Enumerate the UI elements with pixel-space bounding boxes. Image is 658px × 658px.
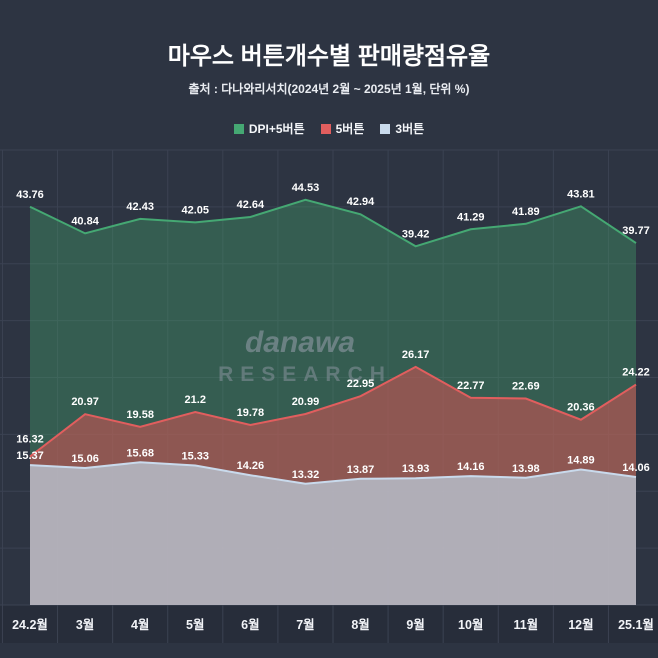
value-label: 42.05 [182, 204, 210, 216]
value-label: 39.42 [402, 228, 430, 240]
value-label: 43.81 [567, 188, 595, 200]
value-label: 14.16 [457, 461, 485, 473]
x-axis-label: 5월 [186, 617, 204, 632]
x-axis-strip [0, 605, 658, 643]
value-label: 16.32 [16, 433, 44, 445]
value-label: 39.77 [622, 225, 650, 237]
legend-label: DPI+5버튼 [248, 122, 305, 136]
x-axis-label: 12월 [568, 617, 593, 632]
x-axis-label: 6월 [241, 617, 259, 632]
x-axis-label: 8월 [351, 617, 369, 632]
value-label: 15.33 [182, 450, 210, 462]
chart-source: 출처 : 다나와리서치(2024년 2월 ~ 2025년 1월, 단위 %) [188, 82, 470, 96]
x-axis-label: 10월 [458, 617, 483, 632]
value-label: 24.22 [622, 367, 650, 379]
legend-item-1: DPI+5버튼 [233, 120, 305, 137]
value-label: 20.36 [567, 402, 595, 414]
value-label: 15.37 [16, 450, 44, 462]
value-label: 15.68 [126, 447, 154, 459]
value-label: 13.87 [347, 464, 375, 476]
legend-label: 3버튼 [395, 122, 425, 136]
legend-item-3: 3버튼 [380, 120, 424, 137]
page-title: 마우스 버튼개수별 판매량점유율 [167, 43, 491, 70]
value-label: 42.43 [126, 201, 154, 213]
x-axis-label: 24.2월 [12, 617, 48, 632]
x-axis-label: 4월 [131, 617, 149, 632]
chart-header: 마우스 버튼개수별 판매량점유율 출처 : 다나와리서치(2024년 2월 ~ … [0, 0, 658, 97]
value-label: 14.26 [237, 460, 265, 472]
value-label: 19.78 [237, 407, 265, 419]
legend-label: 5버튼 [335, 122, 365, 136]
series-line-3 [29, 461, 637, 485]
value-label: 42.94 [347, 196, 375, 208]
value-label: 20.97 [71, 396, 99, 408]
value-label: 26.17 [402, 349, 430, 361]
legend-swatch-icon [380, 123, 391, 134]
value-label: 41.89 [512, 206, 540, 218]
legend-swatch-icon [320, 123, 331, 134]
watermark-text: RESEARCH [218, 363, 392, 386]
watermark-text: danawa [245, 326, 355, 359]
chart-legend: DPI+5버튼 5버튼 3버튼 [0, 120, 658, 137]
x-axis-label: 7월 [296, 617, 314, 632]
series-line-1 [29, 198, 637, 248]
value-label: 13.93 [402, 463, 430, 475]
x-axis-label: 11월 [513, 617, 538, 632]
value-label: 22.69 [512, 381, 540, 393]
x-axis-label: 25.1월 [618, 617, 654, 632]
value-label: 13.98 [512, 463, 540, 475]
legend-item-2: 5버튼 [320, 120, 365, 137]
value-label: 40.84 [71, 215, 99, 227]
x-axis-label: 9월 [406, 617, 424, 632]
value-label: 41.29 [457, 211, 485, 223]
value-label: 42.64 [237, 199, 265, 211]
x-axis-label: 3월 [76, 617, 94, 632]
value-label: 15.06 [71, 453, 99, 465]
value-label: 43.76 [16, 189, 44, 201]
value-label: 14.06 [622, 462, 650, 474]
value-label: 13.32 [292, 469, 320, 481]
series-line-2 [29, 365, 637, 458]
value-label: 22.77 [457, 380, 485, 392]
value-label: 14.89 [567, 455, 595, 467]
series-area-3 [30, 462, 636, 605]
value-label: 19.58 [126, 409, 154, 421]
value-label: 20.99 [292, 396, 320, 408]
legend-swatch-icon [233, 123, 244, 134]
value-label: 22.95 [347, 378, 375, 390]
value-label: 21.2 [185, 394, 206, 406]
value-label: 44.53 [292, 182, 320, 194]
